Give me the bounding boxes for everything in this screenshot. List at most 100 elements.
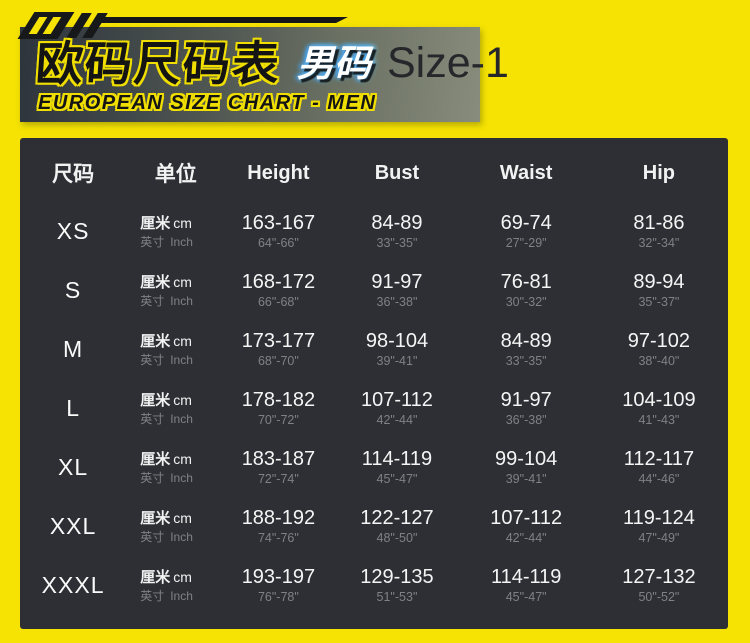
hip-cm: 119-124	[622, 507, 695, 529]
waist-inch: 36"-38"	[505, 413, 547, 427]
hip-cm: 104-109	[622, 389, 696, 411]
unit-cell: 厘米 cm 英寸 Inch	[126, 508, 225, 545]
waist-cm: 69-74	[500, 212, 552, 234]
height-inch: 70"-72"	[257, 413, 299, 427]
col-header-height: Height	[247, 161, 310, 184]
hip-cell: 81-86 32"-34"	[590, 212, 728, 251]
unit-cm-cn: 厘米	[140, 215, 171, 232]
height-inch: 72"-74"	[257, 472, 299, 486]
unit-inch-cn: 英寸	[140, 353, 165, 367]
waist-cell: 99-104 39"-41"	[462, 448, 589, 487]
hip-cell: 97-102 38"-40"	[590, 330, 728, 369]
unit-inch-cn: 英寸	[140, 235, 165, 249]
unit-inch-en: Inch	[170, 412, 193, 426]
unit-cm-en: cm	[173, 392, 192, 408]
height-cell: 188-192 74"-76"	[225, 507, 331, 546]
table-header-row: 尺码 单位 Height Bust Waist Hip	[20, 144, 728, 202]
men-size-badge: 男码	[297, 43, 371, 84]
table-row: XXL 厘米 cm 英寸 Inch 188-192 74"-76" 122-127 48…	[20, 497, 728, 556]
height-cm: 163-167	[241, 212, 316, 234]
unit-cm-en: cm	[173, 274, 192, 290]
size-label: XXXL	[41, 572, 105, 598]
col-header-hip: Hip	[642, 161, 676, 184]
hip-inch: 44"-46"	[638, 472, 680, 486]
waist-inch: 45"-47"	[505, 590, 547, 604]
unit-inch-en: Inch	[170, 353, 193, 367]
waist-inch: 27"-29"	[505, 236, 547, 250]
height-cell: 173-177 68"-70"	[225, 330, 331, 369]
height-inch: 76"-78"	[257, 590, 299, 604]
waist-cm: 84-89	[500, 330, 552, 352]
unit-cell: 厘米 cm 英寸 Inch	[126, 567, 225, 604]
waist-cm: 107-112	[490, 507, 563, 529]
size-variant-label: Size-1	[387, 39, 509, 87]
table-row: M 厘米 cm 英寸 Inch 173-177 68"-70" 98-104 39"-4…	[20, 320, 728, 379]
bust-cm: 114-119	[361, 448, 433, 470]
size-label: XS	[56, 218, 90, 244]
unit-inch-en: Inch	[170, 530, 193, 544]
waist-inch: 33"-35"	[505, 354, 547, 368]
title-row: 欧码尺码表 男码 Size-1	[34, 37, 509, 90]
waist-cell: 114-119 45"-47"	[462, 566, 589, 605]
height-cm: 193-197	[241, 566, 316, 588]
hip-cell: 119-124 47"-49"	[590, 507, 728, 546]
unit-cm-en: cm	[173, 569, 192, 585]
unit-cm-cn: 厘米	[140, 392, 171, 409]
bust-inch: 42"-44"	[376, 413, 418, 427]
slash-pair-icon	[66, 12, 108, 38]
bust-cell: 114-119 45"-47"	[331, 448, 462, 487]
slash-block-icon	[17, 11, 75, 39]
unit-inch-en: Inch	[170, 235, 193, 249]
unit-inch-en: Inch	[170, 589, 193, 603]
bust-inch: 45"-47"	[376, 472, 418, 486]
hip-cell: 89-94 35"-37"	[590, 271, 728, 310]
bust-inch: 36"-38"	[376, 295, 418, 309]
height-cell: 163-167 64"-66"	[225, 212, 331, 251]
bust-cell: 122-127 48"-50"	[331, 507, 462, 546]
bust-cell: 91-97 36"-38"	[331, 271, 462, 310]
waist-cm: 91-97	[500, 389, 552, 411]
waist-cm: 99-104	[495, 448, 558, 470]
unit-cm-en: cm	[173, 510, 192, 526]
bust-cell: 129-135 51"-53"	[331, 566, 462, 605]
height-cell: 183-187 72"-74"	[225, 448, 331, 487]
bust-cell: 84-89 33"-35"	[331, 212, 462, 251]
size-label: L	[66, 395, 80, 421]
size-label: XXL	[49, 513, 97, 539]
bust-inch: 33"-35"	[376, 236, 418, 250]
unit-inch-en: Inch	[170, 471, 193, 485]
bust-cm: 91-97	[371, 271, 423, 293]
hip-inch: 47"-49"	[638, 531, 680, 545]
hip-inch: 32"-34"	[638, 236, 680, 250]
bust-cm: 107-112	[361, 389, 433, 411]
unit-cell: 厘米 cm 英寸 Inch	[126, 213, 225, 250]
col-header-waist: Waist	[499, 161, 553, 184]
title-banner	[20, 27, 480, 122]
table-row: L 厘米 cm 英寸 Inch 178-182 70"-72" 107-112 42"-…	[20, 379, 728, 438]
hip-cell: 112-117 44"-46"	[590, 448, 728, 487]
page-title-chinese: 欧码尺码表	[34, 37, 283, 90]
col-header-size: 尺码	[52, 163, 95, 186]
size-table-panel: 尺码 单位 Height Bust Waist Hip XS 厘米 cm 英寸 In…	[20, 138, 728, 629]
bust-cm: 122-127	[360, 507, 434, 529]
size-label: S	[64, 277, 82, 303]
table-row: XL 厘米 cm 英寸 Inch 183-187 72"-74" 114-119 45"…	[20, 438, 728, 497]
unit-cm-en: cm	[173, 451, 192, 467]
unit-inch-cn: 英寸	[140, 471, 165, 485]
hip-cell: 104-109 41"-43"	[590, 389, 728, 428]
hip-cm: 127-132	[622, 566, 696, 588]
size-label: XL	[58, 454, 89, 480]
height-cm: 183-187	[241, 448, 316, 470]
table-row: XXXL 厘米 cm 英寸 Inch 193-197 76"-78" 129-135 5…	[20, 556, 728, 615]
unit-inch-cn: 英寸	[140, 412, 165, 426]
hip-inch: 50"-52"	[638, 590, 680, 604]
quote-slashes-icon	[17, 10, 110, 40]
hip-inch: 41"-43"	[638, 413, 680, 427]
waist-cm: 114-119	[490, 566, 562, 588]
unit-cm-cn: 厘米	[140, 274, 171, 291]
hip-inch: 35"-37"	[638, 295, 680, 309]
unit-inch-en: Inch	[170, 294, 193, 308]
unit-cm-cn: 厘米	[140, 333, 171, 350]
height-inch: 74"-76"	[257, 531, 299, 545]
bust-cm: 129-135	[360, 566, 434, 588]
